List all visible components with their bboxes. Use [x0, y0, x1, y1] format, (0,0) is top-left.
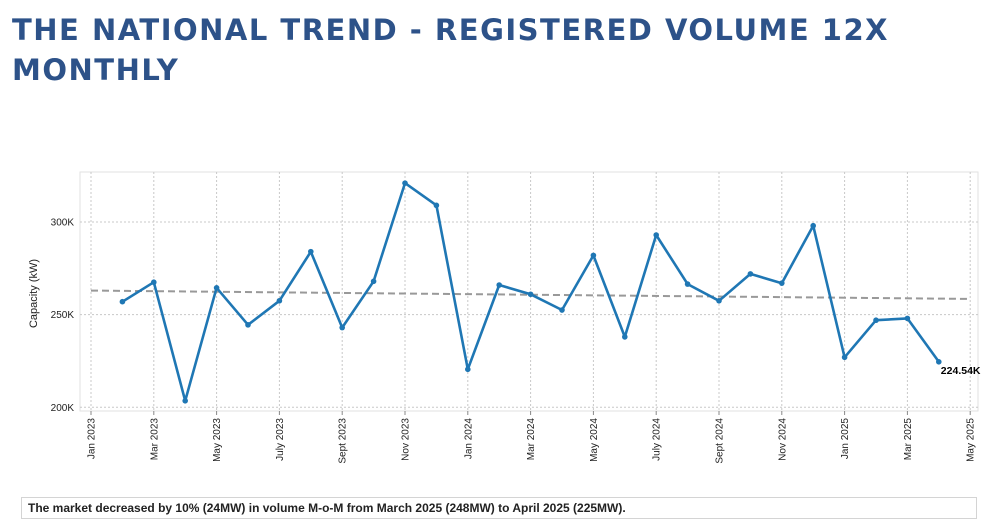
x-tick-label: Sept 2023 — [338, 418, 349, 464]
data-point — [433, 202, 440, 209]
data-point — [527, 291, 534, 298]
data-point — [245, 322, 251, 328]
data-point — [213, 284, 220, 291]
x-tick-label: May 2024 — [589, 418, 600, 462]
data-point — [370, 278, 377, 285]
data-point — [904, 315, 911, 322]
x-tick-label: Jan 2024 — [463, 418, 474, 460]
data-point — [622, 334, 628, 340]
data-point — [653, 232, 659, 238]
x-tick-label: Mar 2024 — [526, 418, 537, 461]
data-point — [339, 324, 346, 331]
page-title: THE NATIONAL TREND - REGISTERED VOLUME 1… — [12, 13, 890, 87]
x-tick-label: Nov 2024 — [777, 418, 788, 461]
data-point — [496, 282, 503, 288]
x-tick-label: May 2025 — [966, 418, 977, 462]
capacity-line-chart: 200K 250K 300K Jan 2023 Mar 2023 May 2023 July… — [28, 171, 981, 464]
data-point — [590, 252, 597, 259]
summary-text: The market decreased by 10% (24MW) in vo… — [21, 497, 977, 519]
x-tick-label: Jan 2023 — [87, 418, 98, 460]
y-axis-title: Capacity (kW) — [28, 259, 40, 328]
x-tick-label: Mar 2025 — [903, 418, 914, 461]
trend-line — [90, 289, 971, 300]
data-point — [276, 297, 283, 304]
data-point — [402, 180, 408, 186]
plot-frame — [79, 171, 979, 412]
data-point — [873, 317, 879, 324]
data-point — [465, 366, 471, 373]
x-tick-label: Sept 2024 — [715, 418, 726, 464]
y-tick-label: 250K — [51, 310, 75, 321]
data-point — [151, 279, 157, 286]
x-tick-label: Mar 2023 — [149, 418, 160, 461]
data-point — [559, 307, 565, 313]
data-point — [936, 359, 942, 365]
data-point — [747, 271, 754, 277]
x-tick-label: July 2023 — [275, 418, 286, 461]
x-tick-label: Nov 2023 — [401, 418, 412, 461]
y-tick-label: 200K — [51, 403, 75, 414]
data-point — [779, 280, 785, 286]
data-point — [119, 298, 126, 305]
data-point — [182, 398, 188, 404]
x-tick-label: May 2023 — [212, 418, 223, 462]
x-tick-label: July 2024 — [652, 418, 663, 461]
data-point — [308, 248, 314, 255]
x-tick-label: Jan 2025 — [840, 418, 851, 460]
y-tick-label: 300K — [51, 218, 75, 229]
data-point — [841, 354, 848, 361]
data-label: 224.54K — [941, 365, 981, 377]
data-point — [684, 281, 691, 287]
data-point — [716, 297, 722, 304]
data-point — [810, 222, 816, 229]
